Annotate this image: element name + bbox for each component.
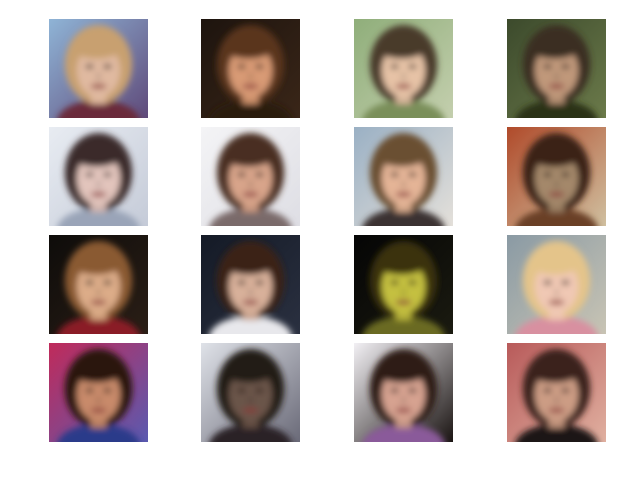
face-image — [507, 19, 606, 118]
face-image — [49, 127, 148, 226]
face-image — [49, 235, 148, 334]
face-tile — [201, 127, 300, 226]
face-tile — [201, 235, 300, 334]
face-tile — [354, 127, 453, 226]
face-tile — [49, 343, 148, 442]
face-image — [201, 19, 300, 118]
face-tile — [354, 235, 453, 334]
face-image — [354, 235, 453, 334]
face-tile — [49, 127, 148, 226]
face-image — [354, 127, 453, 226]
face-image — [201, 343, 300, 442]
face-image — [49, 19, 148, 118]
face-image — [49, 343, 148, 442]
face-tile — [507, 127, 606, 226]
face-tile — [507, 343, 606, 442]
face-tile — [49, 235, 148, 334]
face-tile — [507, 19, 606, 118]
face-tile — [201, 19, 300, 118]
face-tile — [354, 19, 453, 118]
face-image — [201, 127, 300, 226]
face-image — [201, 235, 300, 334]
face-tile — [201, 343, 300, 442]
face-tile — [507, 235, 606, 334]
face-image — [354, 343, 453, 442]
face-image — [507, 343, 606, 442]
face-tile — [49, 19, 148, 118]
face-image — [507, 235, 606, 334]
face-tile — [354, 343, 453, 442]
face-image — [507, 127, 606, 226]
face-image — [354, 19, 453, 118]
